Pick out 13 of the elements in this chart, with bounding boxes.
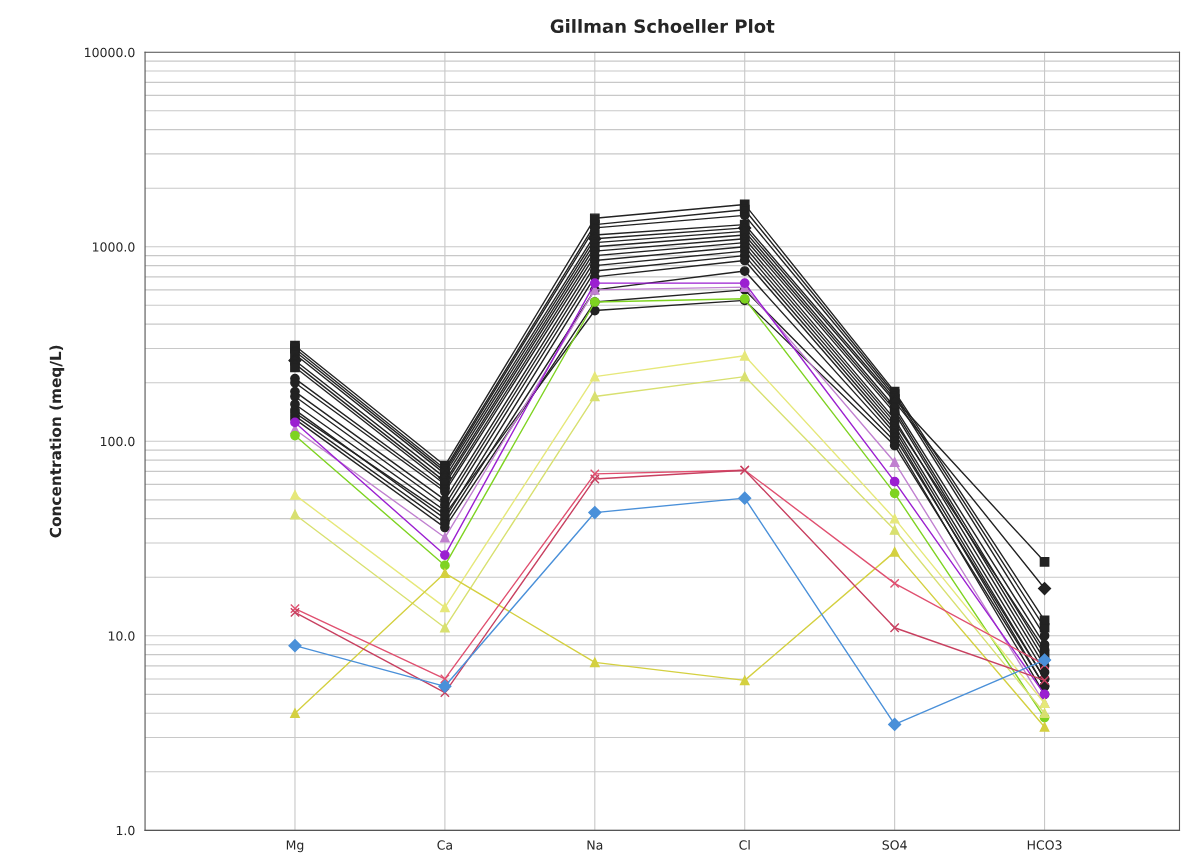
y-tick-label: 1.0 [116, 825, 135, 836]
y-axis-title: Concentration (meq/L) [49, 345, 65, 538]
x-tick-label: Mg [286, 840, 304, 853]
x-tick-label: SO4 [882, 840, 907, 850]
y-tick-label: 10000.0 [85, 47, 135, 58]
y-tick-label: 10.0 [108, 631, 135, 641]
chart-title: Gillman Schoeller Plot [550, 19, 775, 34]
x-tick-label: Cl [739, 840, 750, 850]
x-tick-label: Ca [437, 840, 452, 850]
x-tick-label: HCO3 [1027, 840, 1062, 850]
x-tick-label: Na [587, 840, 603, 850]
y-tick-label: 1000.0 [92, 242, 135, 252]
y-tick-label: 100.0 [100, 436, 135, 447]
